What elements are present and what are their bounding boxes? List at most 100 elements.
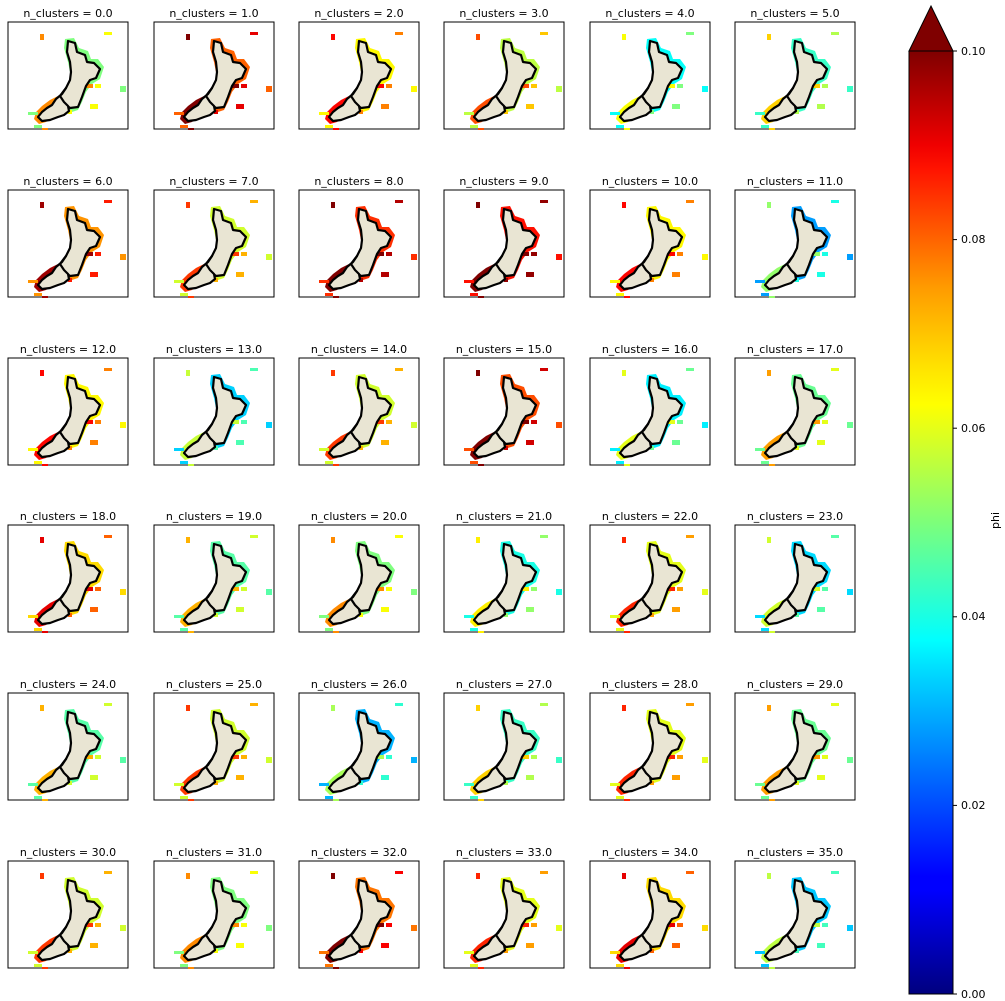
phi-cell [702,589,708,595]
phi-cell [522,587,529,591]
phi-cell [504,613,508,617]
south-island-land [182,757,217,794]
phi-cell [395,535,403,538]
phi-cell [331,873,335,879]
phi-cell [504,446,508,450]
phi-cell [677,923,683,927]
phi-cell [250,32,258,35]
phi-cell [616,796,624,799]
phi-cell [767,34,771,40]
panel-title: n_clusters = 29.0 [746,678,844,691]
phi-cell [333,296,339,298]
south-island-land [182,254,217,291]
phi-cell [672,104,680,109]
phi-cell [624,631,630,633]
phi-cell [68,613,72,617]
phi-cell [120,925,126,931]
north-island-land [785,207,829,278]
panel-title: n_clusters = 35.0 [746,846,844,859]
phi-cell [677,252,683,256]
phi-cell [616,964,624,967]
phi-cell [34,796,42,799]
phi-cell [476,537,480,543]
panel-title: n_clusters = 8.0 [314,175,404,188]
south-island-land [36,422,71,459]
south-island-land [36,925,71,962]
panel-title: n_clusters = 27.0 [455,678,553,691]
phi-cell [174,951,184,954]
phi-cell [232,587,239,591]
phi-cell [236,104,244,109]
phi-cell [556,757,562,763]
phi-cell [540,368,548,371]
phi-cell [813,252,820,256]
phi-cell [381,943,389,948]
phi-cell [250,703,258,706]
phi-cell [522,84,529,88]
panel-title: n_clusters = 22.0 [601,510,699,523]
phi-cell [822,84,828,88]
south-island-land [618,589,653,626]
phi-cell [377,420,384,424]
phi-cell [42,464,48,466]
phi-cell [40,34,44,40]
panel-title: n_clusters = 16.0 [601,343,699,356]
phi-cell [668,587,675,591]
map-panel [7,189,129,298]
phi-cell [610,951,620,954]
panel-title: n_clusters = 15.0 [455,343,553,356]
phi-cell [319,448,329,451]
map-panel [443,357,565,466]
phi-cell [186,370,190,376]
phi-cell [616,461,624,464]
phi-cell [377,923,384,927]
phi-cell [120,422,126,428]
north-island-land [204,542,248,613]
south-island-land [327,925,362,962]
north-island-land [204,207,248,278]
north-island-land [494,375,538,446]
phi-cell [526,775,534,780]
phi-cell [795,446,799,450]
south-island-land [36,589,71,626]
phi-cell [325,796,333,799]
phi-cell [767,705,771,711]
south-island-land [618,925,653,962]
phi-cell [813,420,820,424]
south-island-land [618,254,653,291]
phi-cell [319,615,329,618]
phi-cell [847,589,853,595]
phi-cell [395,32,403,35]
map-panel [298,860,420,969]
phi-cell [702,925,708,931]
phi-cell [476,34,480,40]
phi-cell [702,757,708,763]
phi-cell [359,949,363,953]
phi-cell [411,254,417,260]
phi-cell [767,537,771,543]
phi-cell [464,783,474,786]
phi-cell [526,607,534,612]
phi-cell [761,628,769,631]
map-panel [734,357,856,466]
phi-cell [672,440,680,445]
phi-cell [377,587,384,591]
phi-cell [767,370,771,376]
phi-cell [331,370,335,376]
phi-cell [650,278,654,282]
phi-cell [668,84,675,88]
phi-cell [769,128,775,130]
phi-cell [120,757,126,763]
north-island-land [785,542,829,613]
north-island-land [640,375,684,446]
phi-cell [359,278,363,282]
phi-cell [522,420,529,424]
phi-cell [174,448,184,451]
phi-cell [395,368,403,371]
map-panel [443,524,565,633]
phi-cell [34,125,42,128]
phi-cell [622,705,626,711]
phi-cell [95,923,101,927]
phi-cell [68,446,72,450]
north-island-land [640,39,684,110]
